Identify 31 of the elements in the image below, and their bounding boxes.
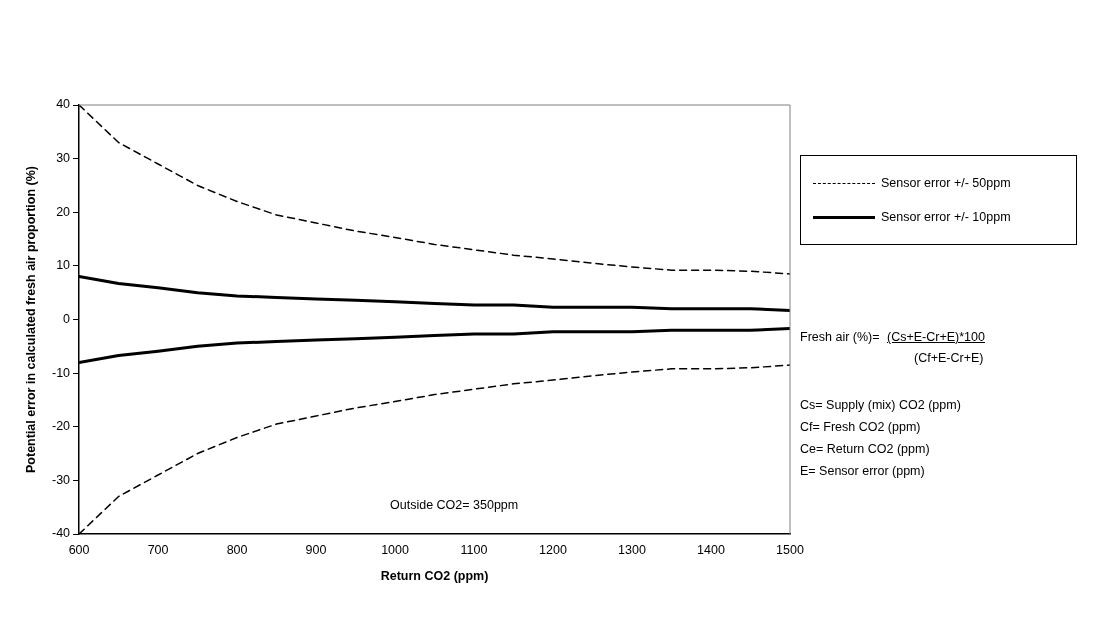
x-axis-title: Return CO2 (ppm) — [380, 568, 489, 583]
y-tick-label: 30 — [56, 151, 71, 166]
y-tick-label: 20 — [56, 204, 71, 219]
text: (Cf+E-Cr+E) — [914, 351, 984, 365]
legend-label: Sensor error +/- 50ppm — [881, 176, 1011, 190]
y-axis-title: Potential error in calculated fresh air proportion (%) — [23, 166, 38, 473]
y-tick-label: 0 — [63, 311, 71, 326]
legend-label: Sensor error +/- 10ppm — [881, 210, 1011, 224]
y-tick-label: 40 — [56, 97, 71, 112]
text: Ce= Return CO2 (ppm) — [800, 442, 930, 456]
x-tick-label: 900 — [305, 542, 327, 557]
x-tick-label: 1200 — [539, 542, 567, 557]
x-tick-label: 800 — [226, 542, 248, 557]
x-tick-label: 1000 — [381, 542, 409, 557]
x-tick-label: 1300 — [618, 542, 646, 557]
text: Cf= Fresh CO2 (ppm) — [800, 420, 921, 434]
y-tick-label: -40 — [51, 526, 71, 541]
annotation: Outside CO2= 350ppm — [390, 498, 519, 512]
y-tick-label: -30 — [51, 472, 71, 487]
text: (Cs+E-Cr+E)*100 — [887, 330, 985, 344]
text: Cs= Supply (mix) CO2 (ppm) — [800, 398, 961, 412]
x-tick-label: 1100 — [460, 542, 488, 557]
text: Fresh air (%)= — [800, 330, 880, 344]
y-tick-label: -20 — [51, 419, 71, 434]
text: E= Sensor error (ppm) — [800, 464, 925, 478]
y-tick-label: -10 — [51, 365, 71, 380]
x-tick-label: 700 — [147, 542, 169, 557]
x-tick-label: 1500 — [776, 542, 804, 557]
x-tick-label: 600 — [68, 542, 90, 557]
x-tick-label: 1400 — [697, 542, 725, 557]
y-tick-label: 10 — [56, 258, 71, 273]
